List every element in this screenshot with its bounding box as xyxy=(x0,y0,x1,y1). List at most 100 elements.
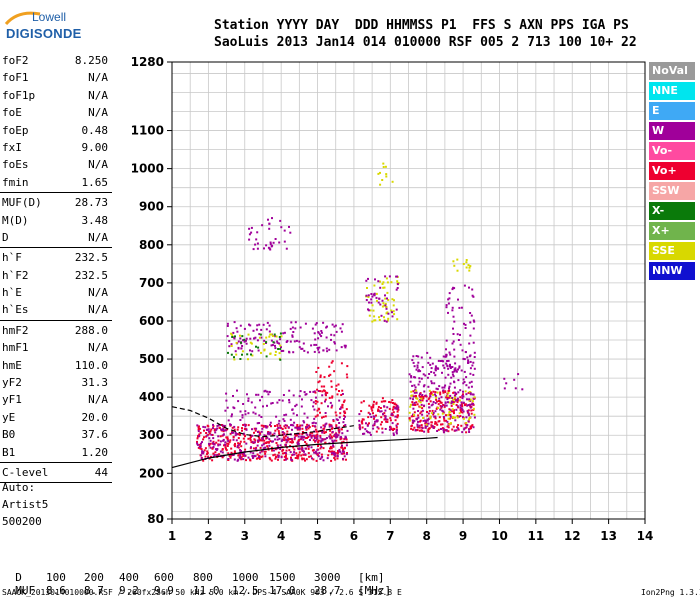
echo-point xyxy=(462,401,465,404)
echo-point xyxy=(340,452,343,455)
echo-point xyxy=(396,408,399,411)
separator xyxy=(0,192,112,194)
echo-point xyxy=(200,442,202,445)
param-value: 9.00 xyxy=(81,140,109,154)
echo-point xyxy=(307,445,310,448)
echo-point xyxy=(473,416,476,419)
echo-point xyxy=(304,437,307,440)
echo-point xyxy=(338,399,341,402)
echo-point xyxy=(384,165,387,168)
echo-point xyxy=(324,391,327,394)
echo-point xyxy=(346,452,348,454)
echo-point xyxy=(207,430,210,433)
echo-point xyxy=(424,422,427,425)
echo-point xyxy=(390,281,393,284)
echo-band xyxy=(408,389,476,426)
param-row: h`E N/A xyxy=(0,284,112,301)
echo-point xyxy=(331,323,334,326)
echo-point xyxy=(396,318,399,321)
echo-point xyxy=(245,339,247,342)
echo-point xyxy=(256,242,259,245)
echo-point xyxy=(450,402,453,405)
echo-point xyxy=(365,430,368,433)
echo-point xyxy=(437,420,440,423)
plot-frame xyxy=(171,61,646,520)
echo-point xyxy=(469,393,472,396)
echo-point xyxy=(373,417,375,420)
echo-point xyxy=(207,433,210,436)
echo-point xyxy=(230,451,233,454)
echo-point xyxy=(314,415,317,418)
echo-point xyxy=(468,266,471,269)
echo-point xyxy=(429,363,432,366)
echo-point xyxy=(469,392,472,395)
echo-point xyxy=(320,439,323,442)
echo-point xyxy=(313,332,316,335)
echo-point xyxy=(249,341,252,344)
echo-point xyxy=(329,429,332,432)
echo-point xyxy=(430,391,432,394)
trace-line xyxy=(171,436,438,469)
echo-point xyxy=(217,444,220,447)
echo-point xyxy=(368,301,370,304)
echo-point xyxy=(439,400,442,403)
echo-point xyxy=(232,438,235,441)
echo-point xyxy=(392,411,395,414)
echo-point xyxy=(289,444,292,447)
echo-point xyxy=(264,389,267,392)
echo-point xyxy=(370,406,373,409)
echo-point xyxy=(412,355,415,358)
echo-point xyxy=(410,425,413,428)
echo-point xyxy=(298,340,301,343)
echo-point xyxy=(469,403,471,406)
echo-point xyxy=(227,351,229,354)
echo-point xyxy=(296,424,299,426)
echo-point xyxy=(257,393,260,396)
echo-point xyxy=(434,367,437,370)
echo-point xyxy=(303,391,306,394)
echo-point xyxy=(465,416,468,419)
echo-point xyxy=(302,457,305,460)
x-tick-label: 2 xyxy=(204,529,212,543)
echo-point xyxy=(246,353,249,356)
echo-point xyxy=(448,423,451,426)
echo-point xyxy=(386,421,389,423)
echo-point xyxy=(393,428,396,430)
echo-point xyxy=(329,450,332,453)
echo-point xyxy=(276,401,279,404)
echo-point xyxy=(429,356,432,359)
echo-point xyxy=(313,343,316,346)
echo-point xyxy=(314,451,317,454)
echo-point xyxy=(335,424,338,427)
echo-point xyxy=(229,432,232,435)
echo-point xyxy=(362,432,364,435)
echo-point xyxy=(380,314,383,317)
echo-point xyxy=(473,397,476,400)
echo-point xyxy=(249,439,252,442)
echo-point xyxy=(428,389,431,392)
echo-point xyxy=(334,324,337,327)
echo-point xyxy=(447,359,450,362)
muf-frequency-value: 9.2 xyxy=(119,584,139,597)
echo-point xyxy=(467,386,470,389)
echo-point xyxy=(410,427,413,430)
echo-point xyxy=(257,439,260,442)
echo-band xyxy=(226,321,347,354)
echo-point xyxy=(319,390,322,393)
echo-point xyxy=(227,452,230,455)
echo-point xyxy=(239,433,242,436)
echo-point xyxy=(263,339,266,342)
echo-point xyxy=(463,358,466,361)
echo-point xyxy=(266,321,269,324)
echo-point xyxy=(208,437,211,440)
legend-item: E xyxy=(649,102,695,120)
echo-point xyxy=(330,333,333,336)
echo-point xyxy=(438,400,440,402)
echo-point xyxy=(330,435,333,438)
echo-point xyxy=(446,394,449,397)
echo-point xyxy=(275,415,278,418)
echo-point xyxy=(377,280,380,283)
echo-point xyxy=(206,434,209,437)
echo-point xyxy=(446,360,449,362)
echo-point xyxy=(264,425,267,427)
